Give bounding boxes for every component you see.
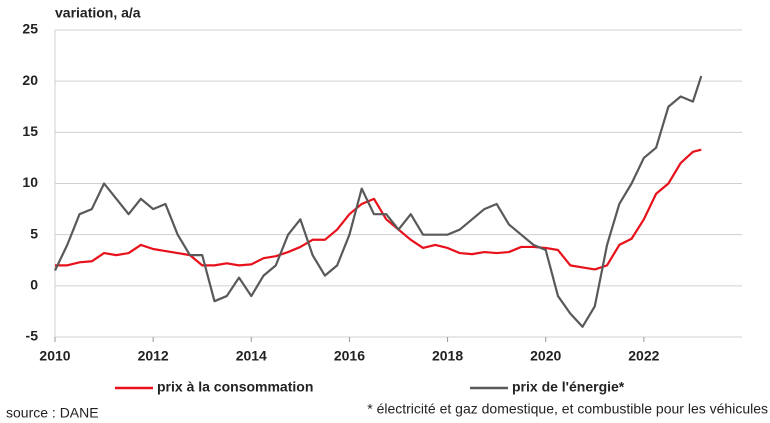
- y-tick-label: 20: [22, 72, 38, 88]
- y-axis-label: variation, a/a: [55, 5, 141, 21]
- x-tick-label: 2018: [432, 348, 463, 364]
- legend-label: prix de l'énergie*: [512, 379, 625, 395]
- y-tick-label: 10: [22, 174, 38, 190]
- y-tick-label: -5: [26, 328, 39, 344]
- x-tick-label: 2022: [628, 348, 659, 364]
- series-line: [55, 148, 702, 271]
- footnote: * électricité et gaz domestique, et comb…: [367, 401, 768, 417]
- y-tick-label: 15: [22, 123, 38, 139]
- x-tick-label: 2012: [138, 348, 169, 364]
- x-tick-label: 2016: [334, 348, 365, 364]
- legend-label: prix à la consommation: [157, 379, 313, 395]
- x-tick-label: 2014: [236, 348, 267, 364]
- x-tick-label: 2020: [530, 348, 561, 364]
- source: source : DANE: [6, 405, 99, 421]
- y-tick-label: 0: [30, 277, 38, 293]
- y-tick-label: 25: [22, 21, 38, 37]
- series-line: [54, 75, 703, 328]
- x-tick-label: 2010: [39, 348, 70, 364]
- y-tick-label: 5: [30, 225, 38, 241]
